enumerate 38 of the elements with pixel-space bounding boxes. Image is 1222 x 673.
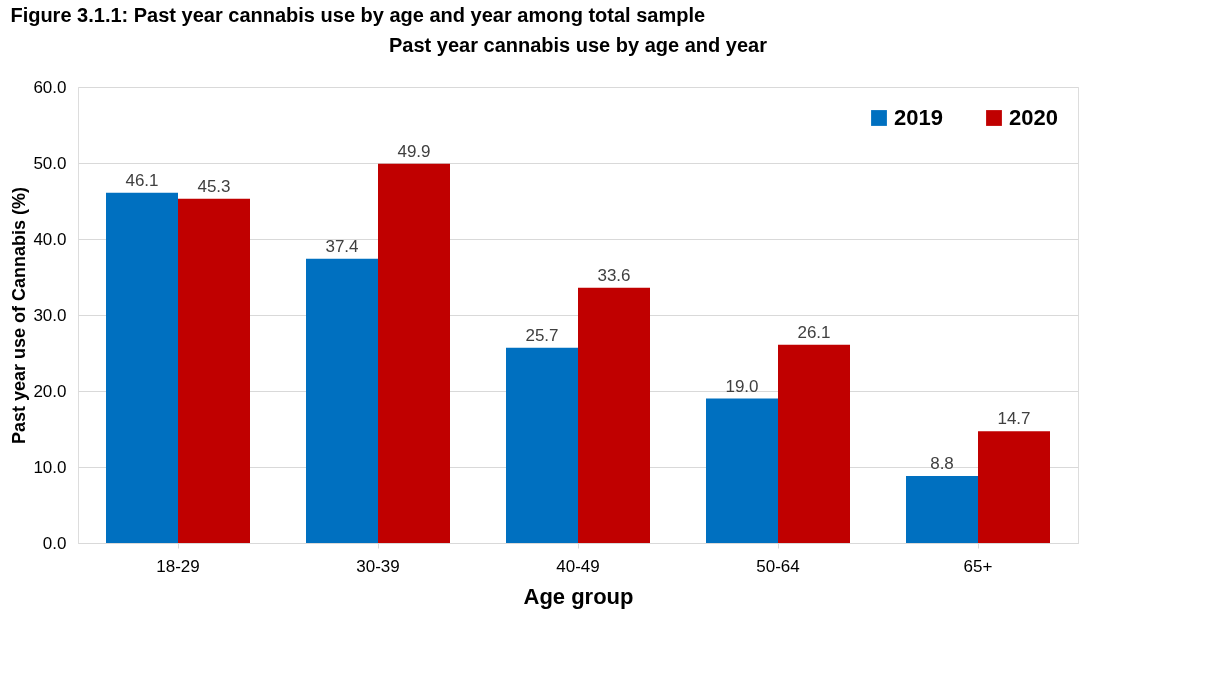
bar xyxy=(506,347,578,543)
bar xyxy=(378,163,450,543)
caption: Figure 3.1.1: Past year cannabis use by age and year among total sample xyxy=(10,3,706,26)
data-label: 25.7 xyxy=(525,325,559,345)
x-axis-title: Age group xyxy=(523,583,634,609)
data-label: 33.6 xyxy=(597,265,631,285)
data-label: 37.4 xyxy=(325,236,359,256)
y-tick-label: 40.0 xyxy=(33,229,67,249)
x-tick-label: 18-29 xyxy=(156,556,200,576)
legend-label: 2019 xyxy=(894,105,943,130)
bar xyxy=(578,287,650,543)
y-tick-label: 20.0 xyxy=(33,381,67,401)
data-label: 8.8 xyxy=(930,454,954,474)
x-tick-label: 65+ xyxy=(963,556,993,576)
y-tick-label: 30.0 xyxy=(33,305,67,325)
data-label: 19.0 xyxy=(725,376,759,396)
legend-label: 2020 xyxy=(1009,105,1058,130)
data-label: 49.9 xyxy=(397,141,431,161)
x-tick-label: 40-49 xyxy=(556,556,600,576)
bar xyxy=(178,198,250,543)
y-axis-title: Past year use of Cannabis (%) xyxy=(9,186,30,445)
bar xyxy=(778,344,850,543)
bar xyxy=(106,192,178,543)
y-tick-label: 10.0 xyxy=(33,457,67,477)
chart-title: Past year cannabis use by age and year xyxy=(389,34,768,56)
y-tick-label: 60.0 xyxy=(33,77,67,97)
y-tick-label: 50.0 xyxy=(33,153,67,173)
bar xyxy=(706,398,778,543)
bar xyxy=(978,431,1050,543)
y-tick-label: 0.0 xyxy=(42,533,67,553)
x-tick-label: 30-39 xyxy=(356,556,400,576)
x-tick-label: 50-64 xyxy=(756,556,800,576)
bar xyxy=(306,258,378,543)
data-label: 26.1 xyxy=(797,322,831,342)
bar xyxy=(906,476,978,543)
data-label: 45.3 xyxy=(197,176,231,196)
data-label: 46.1 xyxy=(125,170,159,190)
data-label: 14.7 xyxy=(997,409,1031,429)
